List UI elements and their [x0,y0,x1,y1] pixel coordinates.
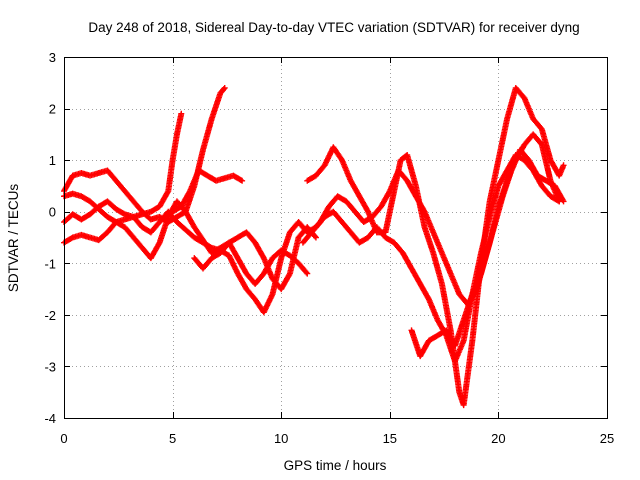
x-tick-label: 25 [600,431,614,446]
x-tick-label: 0 [60,431,67,446]
data-point [239,177,246,184]
x-axis-label: GPS time / hours [284,458,387,473]
data-point [155,240,162,247]
series-9 [408,131,563,360]
axis-ticks [64,57,608,419]
y-tick-label: 2 [49,102,56,117]
x-tick-label: 15 [383,431,397,446]
y-tick-labels: -4 -3 -2 -1 0 1 2 3 [44,50,56,426]
y-tick-label: -3 [44,359,56,374]
data-point [556,198,563,205]
y-tick-label: -1 [44,256,56,271]
x-tick-labels: 0 5 10 15 20 25 [60,431,614,446]
y-tick-label: 3 [49,50,56,65]
x-tick-label: 20 [491,431,505,446]
series-4 [61,84,228,226]
y-tick-label: 0 [49,205,56,220]
data-point [303,269,310,276]
data-point [560,162,567,169]
series-7 [299,146,567,308]
gridlines [64,57,607,418]
y-tick-label: -4 [44,411,56,426]
plot-frame [64,57,608,419]
data-point [178,110,185,117]
y-tick-label: -2 [44,308,56,323]
data-point [312,234,319,241]
data-point [286,271,293,278]
series-5 [169,167,246,215]
data-point [221,84,228,91]
x-tick-label: 5 [169,431,176,446]
data-point [304,270,311,277]
y-axis-label: SDTVAR / TECUs [6,184,21,293]
chart-title: Day 248 of 2018, Sidereal Day-to-day VTE… [88,20,579,35]
series-3 [61,110,185,246]
data-point [311,233,318,240]
series-8 [304,84,567,409]
data-points [61,84,567,409]
y-tick-label: 1 [49,153,56,168]
data-point [164,189,171,196]
data-point [220,85,227,92]
x-tick-label: 10 [274,431,288,446]
data-point [237,177,244,184]
